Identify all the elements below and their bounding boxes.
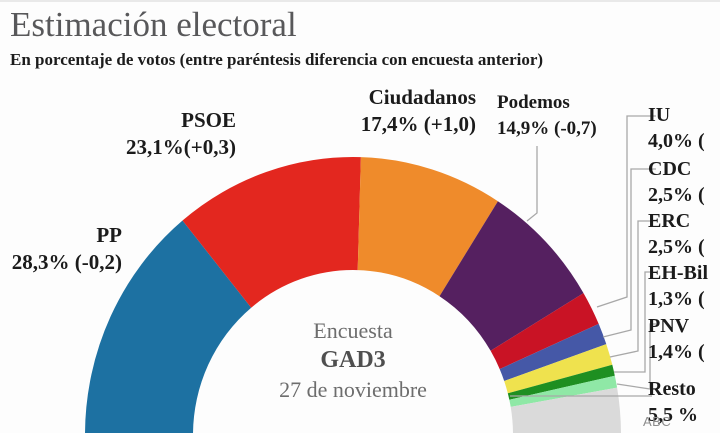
label-podemos: Podemos 14,9% (-0,7) [497, 90, 597, 142]
pollster-name: GAD3 [320, 347, 386, 373]
label-erc: ERC 2,5% ( [648, 208, 705, 260]
party-value: 2,5% ( [648, 236, 705, 258]
leader-line-pnv [616, 323, 656, 390]
slice-pp [85, 220, 252, 433]
party-value: 1,4% ( [648, 341, 705, 363]
slice-psoe [182, 156, 361, 308]
leader-line-iu [596, 115, 656, 308]
page-title: Estimación electoral [10, 5, 297, 44]
party-name: Podemos [497, 92, 570, 113]
party-value: 17,4% (+1,0) [360, 112, 476, 136]
party-name: CDC [648, 158, 692, 180]
party-name: Ciudadanos [368, 85, 476, 109]
label-ciudadanos: Ciudadanos 17,4% (+1,0) [336, 84, 476, 138]
survey-date: 27 de noviembre [279, 377, 427, 402]
party-name: PSOE [181, 108, 236, 132]
abc-watermark: ABC [643, 414, 672, 429]
party-name: IU [648, 104, 671, 126]
party-name: ERC [648, 210, 691, 232]
party-value: 4,0% ( [648, 130, 705, 152]
party-value: 28,3% (-0,2) [11, 250, 122, 274]
leader-line-eh-bildu [614, 271, 656, 373]
label-iu: IU 4,0% ( [648, 102, 705, 154]
label-cdc: CDC 2,5% ( [648, 156, 705, 208]
leader-line-erc [609, 220, 656, 358]
leader-line-cdc [602, 168, 656, 338]
slice-resto [510, 387, 621, 433]
label-resto: Resto 5,5 % [648, 376, 698, 428]
label-eh-bildu: EH-Bil 1,3% ( [648, 260, 708, 312]
party-value: 23,1%(+0,3) [126, 135, 236, 159]
party-value: 2,5% ( [648, 184, 705, 206]
slice-eh-bil [507, 364, 615, 400]
party-name: PP [96, 223, 122, 247]
party-name: EH-Bil [648, 262, 709, 284]
page-subtitle: En porcentaje de votos (entre paréntesis… [10, 50, 544, 69]
slice-iu [490, 293, 599, 370]
party-value: 5,5 % [648, 404, 698, 426]
slice-erc [504, 344, 613, 394]
top-divider [0, 0, 720, 2]
survey-label: Encuesta [313, 318, 393, 343]
party-name: Resto [648, 378, 696, 400]
label-pnv: PNV 1,4% ( [648, 313, 705, 365]
slice-pnv [509, 375, 618, 407]
slice-ciudadanos [357, 157, 498, 297]
label-psoe: PSOE 23,1%(+0,3) [78, 107, 236, 161]
slice-podemos [439, 201, 584, 351]
party-value: 1,3% ( [648, 288, 705, 310]
party-value: 14,9% (-0,7) [497, 118, 597, 139]
center-note: Encuesta GAD3 27 de noviembre [233, 317, 473, 404]
leader-line-podemos [526, 146, 538, 222]
slice-cdc [499, 323, 607, 381]
party-name: PNV [648, 315, 690, 337]
label-pp: PP 28,3% (-0,2) [0, 222, 122, 276]
